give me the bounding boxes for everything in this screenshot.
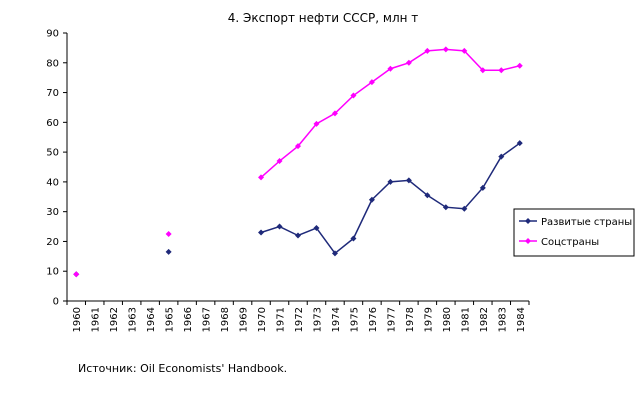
legend: Развитые страны Соцстраны <box>513 208 635 257</box>
data-point <box>295 232 301 239</box>
legend-swatch-marker <box>525 218 531 224</box>
data-point <box>331 250 338 257</box>
data-point <box>313 120 320 127</box>
data-point <box>368 79 375 86</box>
legend-label: Развитые страны <box>541 217 632 228</box>
y-tick-label: 0 <box>53 297 59 308</box>
data-point <box>442 204 449 211</box>
x-tick-label: 1977 <box>386 307 397 332</box>
data-point <box>498 153 505 160</box>
series-1 <box>73 140 523 278</box>
data-point <box>295 143 301 150</box>
y-tick-label: 70 <box>46 88 59 99</box>
x-tick-label: 1964 <box>146 307 157 332</box>
x-tick-label: 1984 <box>516 307 527 332</box>
data-point <box>276 158 283 165</box>
x-tick-label: 1976 <box>368 307 379 332</box>
y-tick-label: 20 <box>46 237 59 248</box>
x-tick-label: 1979 <box>423 307 434 332</box>
data-point <box>479 184 486 191</box>
x-tick-label: 1972 <box>294 307 305 332</box>
x-tick-label: 1962 <box>109 307 120 332</box>
y-tick-label: 80 <box>46 58 59 69</box>
x-tick-label: 1983 <box>497 307 508 332</box>
data-point <box>498 67 505 74</box>
x-tick-label: 1965 <box>165 307 176 332</box>
x-tick-label: 1974 <box>331 307 342 332</box>
data-point <box>73 271 80 278</box>
data-point <box>516 62 523 69</box>
series-2 <box>73 46 523 278</box>
x-tick-label: 1981 <box>460 307 471 332</box>
data-point <box>350 235 357 242</box>
series-line <box>260 142 521 255</box>
data-point <box>461 205 468 212</box>
data-point <box>424 192 431 199</box>
data-point <box>405 59 412 66</box>
source-note: Источник: Oil Economists' Handbook. <box>78 362 288 375</box>
x-tick-label: 1975 <box>349 307 360 332</box>
data-point <box>442 46 449 53</box>
x-tick-label: 1967 <box>202 307 213 332</box>
y-tick-label: 10 <box>46 267 59 278</box>
y-tick-label: 40 <box>46 177 59 188</box>
data-point <box>424 47 431 54</box>
data-point <box>350 92 357 99</box>
x-tick-label: 1961 <box>91 307 102 332</box>
data-point <box>331 110 338 117</box>
y-tick-label: 90 <box>46 29 59 40</box>
x-tick-label: 1960 <box>72 307 83 332</box>
data-point <box>461 47 468 54</box>
chart-title: 4. Экспорт нефти СССР, млн т <box>228 11 419 25</box>
x-tick-label: 1973 <box>312 307 323 332</box>
y-tick-label: 60 <box>46 118 59 129</box>
axes: 0 10 20 30 40 50 60 70 80 90 1960 1961 1962 1963 1964 1… <box>46 29 530 332</box>
data-point <box>276 223 283 230</box>
data-point <box>258 229 265 236</box>
y-tick-label: 50 <box>46 148 59 159</box>
data-point <box>387 178 394 185</box>
data-point <box>479 67 486 74</box>
series-layer <box>73 46 523 278</box>
legend-swatch-marker <box>525 238 531 244</box>
data-point <box>165 248 172 255</box>
legend-box <box>513 208 635 257</box>
data-point <box>258 174 265 181</box>
y-tick-label: 30 <box>46 207 59 218</box>
data-point <box>165 231 172 237</box>
x-tick-label: 1963 <box>128 307 139 332</box>
x-tick-label: 1966 <box>183 307 194 332</box>
x-tick-label: 1980 <box>442 307 453 332</box>
x-tick-label: 1978 <box>405 307 416 332</box>
x-tick-label: 1970 <box>257 307 268 332</box>
data-point <box>313 225 320 232</box>
x-tick-label: 1982 <box>479 307 490 332</box>
data-point <box>516 140 523 147</box>
data-point <box>405 177 412 184</box>
x-tick-label: 1968 <box>220 307 231 332</box>
data-point <box>387 65 394 72</box>
data-point <box>368 196 375 203</box>
x-tick-label: 1969 <box>239 307 250 332</box>
x-tick-label: 1971 <box>276 307 287 332</box>
legend-label: Соцстраны <box>541 237 599 248</box>
